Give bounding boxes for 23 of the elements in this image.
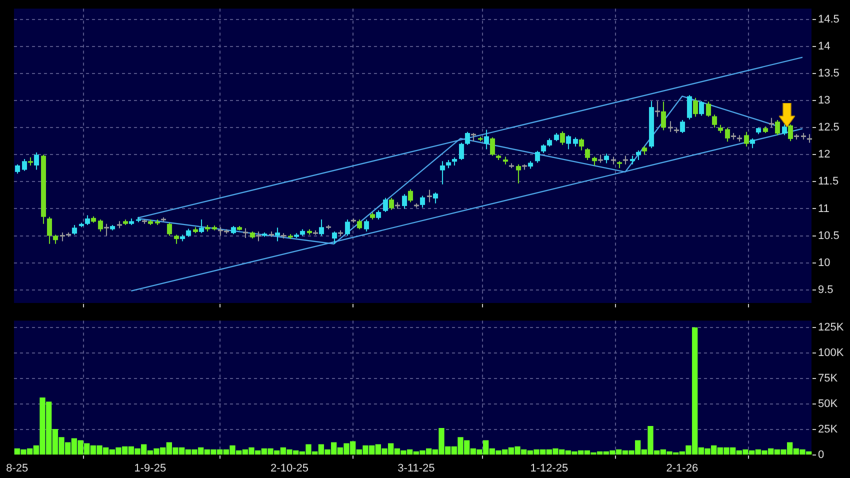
y-tick-label: 14	[818, 40, 830, 52]
y-tick-label: 10.5	[818, 230, 840, 242]
y-tick-label: 13.5	[818, 68, 840, 80]
x-tick-label: 1-12-25	[530, 462, 568, 474]
y-tick-label: 12.5	[818, 122, 840, 134]
x-tick-label: 3-11-25	[398, 462, 435, 474]
y-tick-label: 75K	[818, 372, 838, 385]
y-tick-label: 100K	[818, 347, 844, 360]
y-tick-label: 13	[818, 94, 830, 107]
x-tick-label: 2-1-26	[666, 462, 698, 474]
x-tick-label: 1-9-25	[134, 462, 166, 474]
y-tick-label: 0	[818, 448, 824, 461]
y-tick-label: 9.5	[818, 284, 834, 296]
x-tick-label: 2-10-25	[270, 462, 308, 474]
y-tick-label: 11.5	[818, 176, 839, 188]
y-tick-label: 12	[818, 148, 830, 161]
x-tick-label: 8-25	[6, 462, 28, 474]
y-tick-label: 11	[818, 202, 830, 215]
y-tick-label: 125K	[818, 322, 844, 334]
y-tick-label: 14.5	[818, 13, 840, 26]
y-tick-label: 10	[818, 256, 830, 269]
y-tick-label: 50K	[818, 398, 838, 410]
y-tick-label: 25K	[818, 423, 838, 436]
